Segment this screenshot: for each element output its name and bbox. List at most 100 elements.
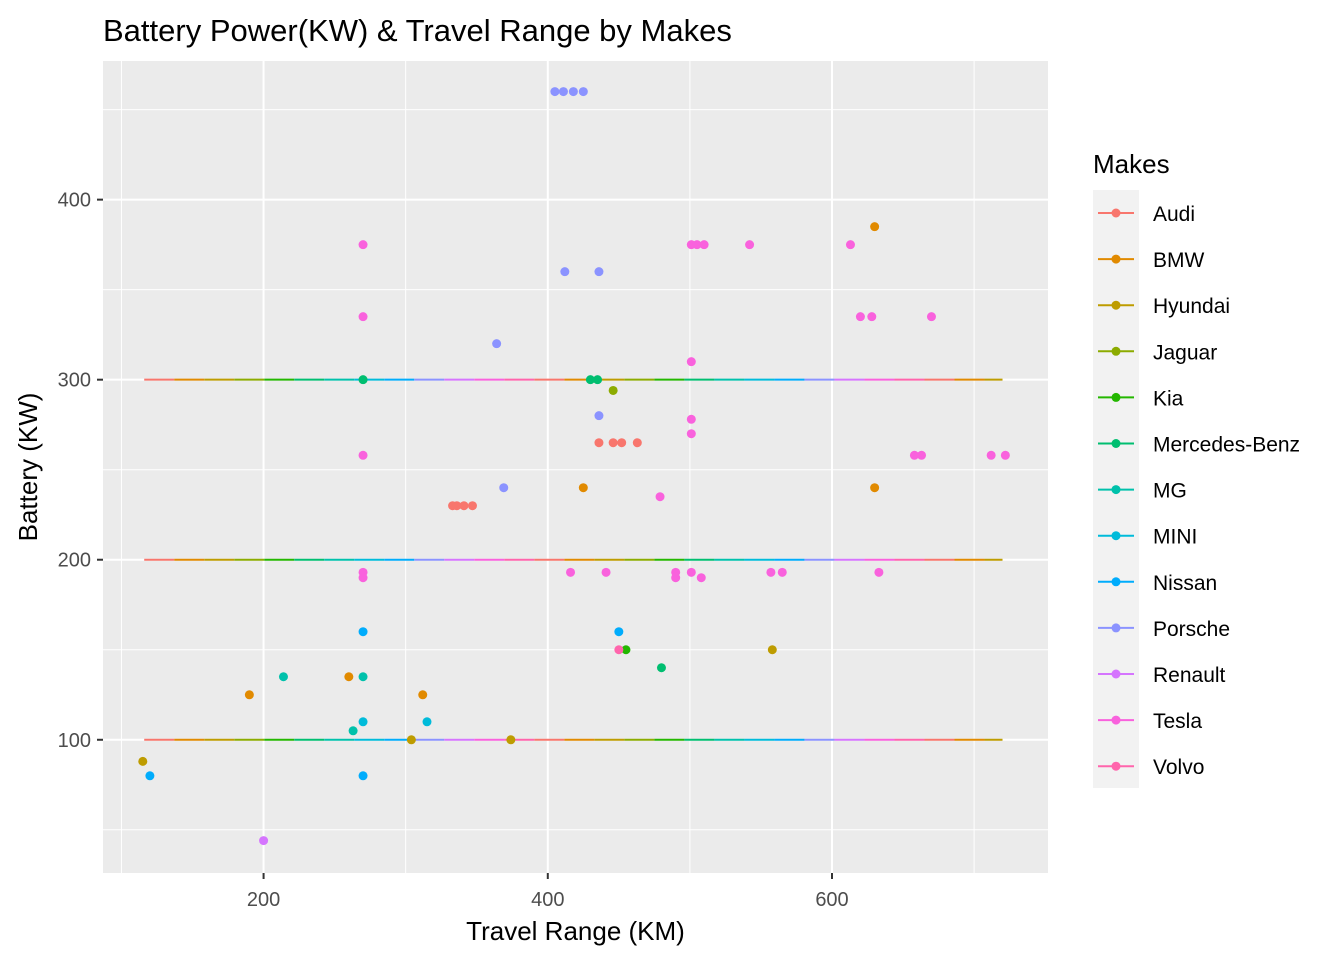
point-tesla <box>358 573 368 583</box>
point-mini <box>422 717 432 727</box>
point-audi <box>608 438 618 448</box>
point-nissan <box>145 771 155 781</box>
y-axis-label: Battery (KW) <box>13 393 43 542</box>
legend-items: Audi BMW Hyundai Jaguar Kia Mercedes-Benz MG MI… <box>1098 203 1300 779</box>
point-hyundai <box>406 735 416 745</box>
point-tesla <box>909 450 919 460</box>
point-tesla <box>766 567 776 577</box>
point-tesla <box>601 567 611 577</box>
point-tesla <box>845 240 855 250</box>
legend-label: Porsche <box>1153 618 1230 641</box>
point-volvo <box>614 645 624 655</box>
legend-item-bmw: BMW <box>1098 249 1205 272</box>
point-hyundai <box>138 756 148 766</box>
point-mercedes-benz <box>656 663 666 673</box>
legend-key-point <box>1111 577 1121 587</box>
point-tesla <box>745 240 755 250</box>
point-tesla <box>358 312 368 322</box>
point-tesla <box>566 567 576 577</box>
point-mg <box>358 672 368 682</box>
y-tick-label: 100 <box>58 730 91 752</box>
point-tesla <box>358 450 368 460</box>
legend-key-point <box>1111 254 1121 264</box>
point-audi <box>632 438 642 448</box>
legend-item-hyundai: Hyundai <box>1098 295 1230 318</box>
reference-lines <box>144 378 1003 741</box>
x-axis-label: Travel Range (KM) <box>466 916 685 946</box>
legend-item-jaguar: Jaguar <box>1098 341 1217 364</box>
point-tesla <box>358 240 368 250</box>
legend-key-point <box>1111 439 1121 448</box>
point-tesla <box>692 240 702 250</box>
point-tesla <box>696 573 706 583</box>
legend-item-volvo: Volvo <box>1098 756 1204 779</box>
point-nissan <box>614 627 624 637</box>
point-hyundai <box>767 645 777 655</box>
point-audi <box>617 438 627 448</box>
x-axis: 200 400 600 <box>247 873 849 911</box>
legend-label: BMW <box>1153 249 1205 272</box>
point-tesla <box>1000 450 1010 460</box>
point-mercedes-benz <box>585 375 595 385</box>
point-tesla <box>686 414 696 424</box>
legend-item-mini: MINI <box>1098 526 1197 549</box>
legend-key-point <box>1111 669 1121 679</box>
point-audi <box>452 501 462 511</box>
y-tick-label: 400 <box>58 190 91 212</box>
point-tesla <box>926 312 936 322</box>
plot-panel <box>103 61 1048 873</box>
point-audi <box>459 501 469 511</box>
point-tesla <box>655 492 665 502</box>
point-tesla <box>699 240 709 250</box>
y-axis: 100 200 300 400 <box>58 190 103 752</box>
legend-label: Nissan <box>1153 572 1217 595</box>
point-porsche <box>492 339 502 349</box>
point-mercedes-benz <box>358 375 368 385</box>
legend-item-mg: MG <box>1098 480 1187 503</box>
legend-label: Renault <box>1153 664 1226 687</box>
point-tesla <box>874 567 884 577</box>
point-porsche <box>550 87 560 97</box>
point-porsche <box>568 87 578 97</box>
data-points <box>138 87 1010 846</box>
legend-label: MINI <box>1153 526 1197 549</box>
x-tick-label: 200 <box>247 889 280 911</box>
y-tick-label: 300 <box>58 370 91 392</box>
legend-item-porsche: Porsche <box>1098 618 1230 641</box>
legend: Makes Audi BMW Hyundai Jaguar Kia Mercedes-Be… <box>1093 149 1300 788</box>
point-mercedes-benz <box>593 375 603 385</box>
legend-label: MG <box>1153 480 1187 503</box>
legend-key-point <box>1111 623 1121 633</box>
legend-label: Audi <box>1153 203 1195 226</box>
point-tesla <box>917 450 927 460</box>
legend-label: Mercedes-Benz <box>1153 434 1300 457</box>
point-nissan <box>358 771 368 781</box>
point-mini <box>358 717 368 727</box>
point-tesla <box>986 450 996 460</box>
legend-label: Kia <box>1153 387 1184 410</box>
point-tesla <box>686 567 696 577</box>
legend-item-mercedes-benz: Mercedes-Benz <box>1098 434 1300 457</box>
legend-key-point <box>1111 715 1121 725</box>
point-bmw <box>578 483 588 493</box>
point-nissan <box>358 627 368 637</box>
legend-item-renault: Renault <box>1098 664 1226 687</box>
legend-item-audi: Audi <box>1098 203 1195 226</box>
point-bmw <box>870 483 880 493</box>
legend-key-point <box>1111 300 1121 310</box>
legend-key-point <box>1111 485 1121 495</box>
point-bmw <box>418 690 428 700</box>
point-renault <box>259 836 269 846</box>
legend-label: Volvo <box>1153 756 1204 779</box>
chart-title: Battery Power(KW) & Travel Range by Make… <box>103 13 732 48</box>
point-porsche <box>499 483 509 493</box>
legend-label: Hyundai <box>1153 295 1230 318</box>
x-tick-label: 600 <box>815 889 848 911</box>
point-porsche <box>594 267 604 277</box>
legend-label: Tesla <box>1153 710 1202 733</box>
legend-key-point <box>1111 392 1121 402</box>
point-porsche <box>594 411 604 421</box>
legend-key-point <box>1111 761 1121 771</box>
